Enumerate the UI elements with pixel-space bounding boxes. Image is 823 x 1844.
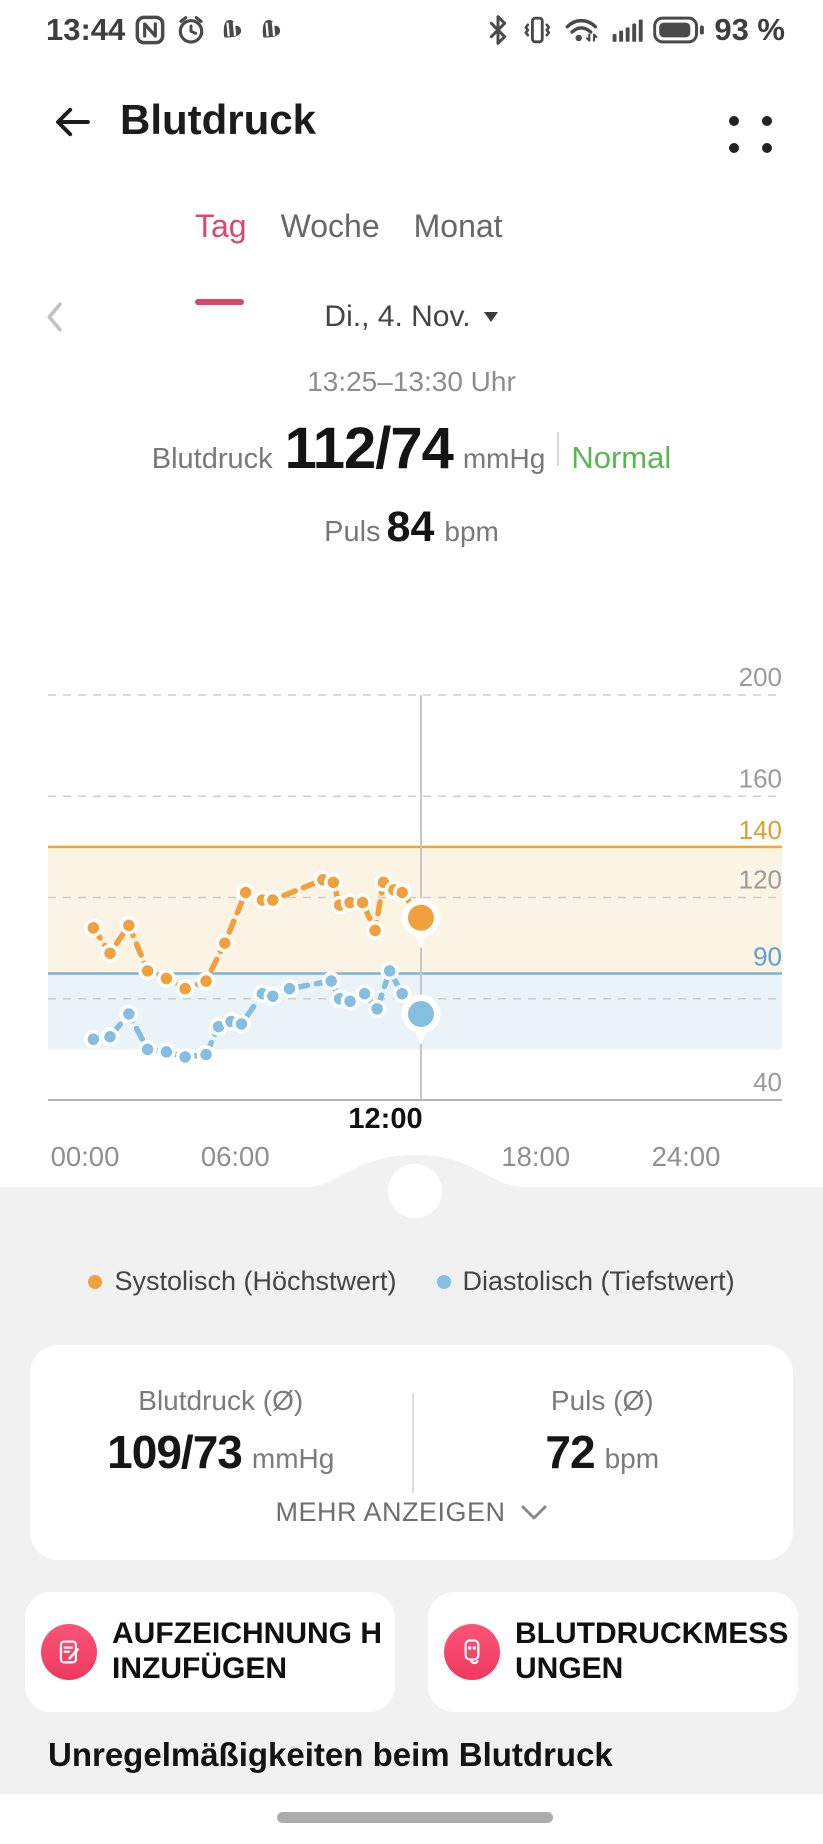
note-add-icon (41, 1624, 97, 1680)
bp-unit: mmHg (462, 443, 546, 474)
dot (762, 116, 772, 126)
tab-woche[interactable]: Woche (280, 208, 380, 244)
action-buttons-row: AUFZEICHNUNG HINZUFÜGEN BLUTDRUCKMESSUNG… (25, 1592, 798, 1712)
tab-tag[interactable]: Tag (195, 208, 247, 244)
page-title: Blutdruck (120, 96, 317, 143)
tab-monat[interactable]: Monat (413, 208, 503, 244)
legend-item-diastolic: Diastolisch (Tiefstwert) (436, 1266, 735, 1297)
bp-value: 112/74 (284, 416, 454, 481)
heart-icon (216, 15, 246, 45)
bp-average-unit: mmHg (251, 1443, 335, 1474)
pulse-average-column: Puls (Ø) 72 bpm (412, 1385, 794, 1479)
pulse-average-value: 72 (545, 1426, 595, 1478)
battery-icon (653, 14, 705, 46)
legend-item-systolic: Systolisch (Höchstwert) (88, 1266, 397, 1297)
svg-text:00:00: 00:00 (51, 1141, 120, 1172)
pulse-reading-row: Puls 84 bpm (0, 503, 823, 552)
bp-monitor-icon (444, 1624, 500, 1680)
date-label: Di., 4. Nov. (324, 300, 471, 333)
legend-label: Diastolisch (Tiefstwert) (462, 1266, 735, 1296)
bp-average-value: 109/73 (107, 1426, 243, 1478)
alarm-icon (175, 14, 207, 46)
bp-label: Blutdruck (151, 443, 273, 475)
home-indicator[interactable] (277, 1812, 553, 1823)
show-more-label: MEHR ANZEIGEN (275, 1497, 506, 1527)
irregularities-heading: Unregelmäßigkeiten beim Blutdruck (48, 1736, 613, 1773)
chevron-left-icon (40, 300, 70, 334)
arrow-left-icon (50, 100, 94, 144)
bp-measurements-label: BLUTDRUCKMESSUNGEN (515, 1617, 789, 1685)
bluetooth-icon (485, 14, 511, 46)
bp-average-label: Blutdruck (Ø) (138, 1385, 304, 1416)
pulse-label: Puls (324, 516, 381, 548)
more-menu-button[interactable] (729, 116, 775, 158)
dot (729, 143, 739, 153)
svg-text:200: 200 (739, 662, 782, 692)
period-tabs: Tag Woche Monat (195, 208, 503, 245)
status-bar: 13:44 (0, 12, 823, 60)
diastolic-dot-icon (436, 1274, 451, 1289)
svg-text:40: 40 (753, 1067, 782, 1097)
bp-chart[interactable]: 200 160 120 40 140 90 00:00 06:00 12:00 18:00 24:0… (0, 558, 823, 1190)
nfc-icon (134, 14, 166, 46)
bp-average-column: Blutdruck (Ø) 109/73 mmHg (30, 1385, 412, 1479)
svg-text:90: 90 (753, 941, 782, 971)
dot (729, 116, 739, 126)
clock-time: 13:44 (46, 12, 126, 47)
date-navigation: Di., 4. Nov. (0, 300, 823, 340)
divider (411, 1393, 414, 1493)
svg-text:140: 140 (739, 815, 782, 845)
triangle-down-icon (483, 311, 499, 323)
date-selector[interactable]: Di., 4. Nov. (0, 300, 823, 334)
pulse-average-unit: bpm (604, 1443, 660, 1474)
bp-measurements-button[interactable]: BLUTDRUCKMESSUNGEN (428, 1592, 798, 1712)
svg-text:160: 160 (739, 763, 782, 793)
legend-label: Systolisch (Höchstwert) (114, 1266, 397, 1296)
prev-day-button[interactable] (40, 300, 70, 334)
active-tab-underline (195, 299, 244, 305)
show-more-button[interactable]: MEHR ANZEIGEN (30, 1497, 793, 1528)
svg-text:24:00: 24:00 (652, 1141, 721, 1172)
wifi-icon (563, 14, 601, 46)
svg-text:120: 120 (739, 865, 782, 895)
pulse-unit: bpm (444, 516, 499, 547)
chart-drag-handle[interactable] (388, 1164, 442, 1218)
systolic-dot-icon (88, 1274, 103, 1289)
measurement-time-range: 13:25–13:30 Uhr (307, 366, 516, 397)
chart-legend: Systolisch (Höchstwert) Diastolisch (Tie… (0, 1266, 823, 1297)
svg-text:18:00: 18:00 (501, 1141, 570, 1172)
dot (762, 143, 772, 153)
battery-percent: 93 % (714, 12, 785, 47)
add-record-label: AUFZEICHNUNG HINZUFÜGEN (112, 1617, 382, 1685)
back-button[interactable] (50, 100, 94, 144)
pulse-value: 84 (386, 503, 435, 551)
add-record-button[interactable]: AUFZEICHNUNG HINZUFÜGEN (25, 1592, 395, 1712)
daily-average-card: Blutdruck (Ø) 109/73 mmHg Puls (Ø) 72 bp… (30, 1345, 793, 1560)
divider (557, 431, 560, 466)
heart-icon (255, 15, 285, 45)
chevron-down-icon (520, 1504, 548, 1522)
bp-reading-row: Blutdruck 112/74 mmHg Normal (0, 415, 823, 482)
svg-text:06:00: 06:00 (201, 1141, 270, 1172)
signal-icon (610, 14, 644, 46)
pulse-average-label: Puls (Ø) (550, 1385, 654, 1416)
svg-text:12:00: 12:00 (348, 1103, 422, 1135)
status-badge: Normal (571, 440, 672, 475)
vibrate-icon (520, 14, 554, 46)
